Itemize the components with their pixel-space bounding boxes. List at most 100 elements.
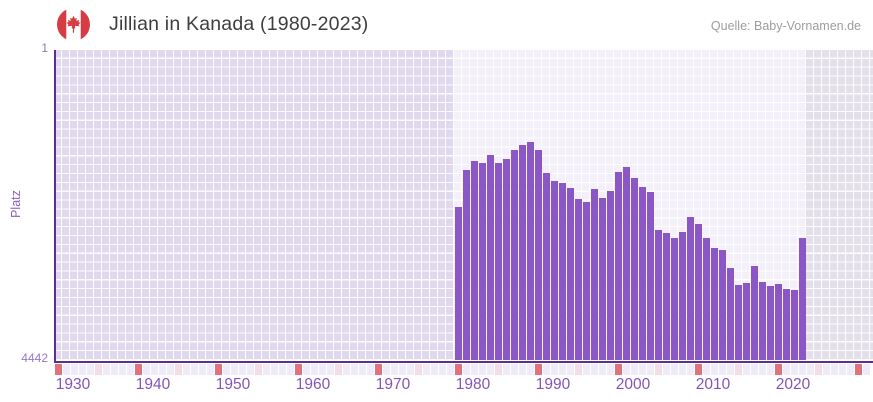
y-axis-top-label: 1 xyxy=(41,41,48,55)
year-tick-2011 xyxy=(702,364,710,375)
year-tick-1959 xyxy=(286,364,294,375)
year-tick-2014 xyxy=(726,364,734,375)
bar-1981[interactable] xyxy=(462,170,470,361)
year-tick-2018 xyxy=(758,364,766,375)
bar-2014[interactable] xyxy=(726,268,734,361)
decade-tick-2000 xyxy=(614,364,622,375)
decade-tick-1980 xyxy=(454,364,462,375)
year-tick-1994 xyxy=(566,364,574,375)
bar-2017[interactable] xyxy=(750,265,758,361)
bar-2008[interactable] xyxy=(678,232,686,361)
bar-2012[interactable] xyxy=(710,248,718,361)
bar-2015[interactable] xyxy=(734,285,742,361)
x-axis-label-2020: 2020 xyxy=(775,376,811,393)
decade-tick-1940 xyxy=(134,364,142,375)
year-tick-1943 xyxy=(158,364,166,375)
year-tick-1982 xyxy=(470,364,478,375)
bar-1991[interactable] xyxy=(542,173,550,361)
bar-1980[interactable] xyxy=(454,206,462,361)
bar-1987[interactable] xyxy=(510,150,518,361)
bar-2019[interactable] xyxy=(766,285,774,361)
bar-2006[interactable] xyxy=(662,233,670,361)
year-tick-1993 xyxy=(558,364,566,375)
bar-2013[interactable] xyxy=(718,249,726,361)
bar-1986[interactable] xyxy=(502,158,510,361)
x-axis-label-1960: 1960 xyxy=(295,376,331,393)
bar-1989[interactable] xyxy=(526,141,534,361)
year-tick-1967 xyxy=(350,364,358,375)
year-tick-1939 xyxy=(126,364,134,375)
year-tick-1988 xyxy=(518,364,526,375)
year-tick-2012 xyxy=(710,364,718,375)
bar-1985[interactable] xyxy=(494,162,502,361)
year-tick-1953 xyxy=(238,364,246,375)
bar-2023[interactable] xyxy=(798,238,806,361)
year-tick-2026 xyxy=(822,364,830,375)
year-tick-1956 xyxy=(262,364,270,375)
x-axis-label-1980: 1980 xyxy=(455,376,491,393)
year-tick-1962 xyxy=(310,364,318,375)
year-tick-2004 xyxy=(646,364,654,375)
year-tick-1987 xyxy=(510,364,518,375)
bar-2018[interactable] xyxy=(758,281,766,361)
bar-1990[interactable] xyxy=(534,150,542,361)
bar-2016[interactable] xyxy=(742,282,750,361)
decade-tick-1930 xyxy=(54,364,62,375)
bar-1994[interactable] xyxy=(566,188,574,361)
x-axis-label-1940: 1940 xyxy=(135,376,171,393)
bar-2002[interactable] xyxy=(630,178,638,361)
bar-2000[interactable] xyxy=(614,171,622,361)
bar-2022[interactable] xyxy=(790,289,798,361)
bar-2003[interactable] xyxy=(638,187,646,361)
bar-1995[interactable] xyxy=(574,199,582,361)
bar-1992[interactable] xyxy=(550,181,558,361)
year-tick-1945 xyxy=(174,364,182,375)
bar-2004[interactable] xyxy=(646,191,654,361)
decade-tick-1970 xyxy=(374,364,382,375)
year-tick-2021 xyxy=(782,364,790,375)
year-tick-1948 xyxy=(198,364,206,375)
bar-1982[interactable] xyxy=(470,160,478,361)
bar-1998[interactable] xyxy=(598,198,606,361)
year-tick-2019 xyxy=(766,364,774,375)
bar-1997[interactable] xyxy=(590,189,598,361)
source-credit: Quelle: Baby-Vornamen.de xyxy=(710,19,861,33)
bar-1993[interactable] xyxy=(558,183,566,361)
year-tick-1977 xyxy=(430,364,438,375)
bar-2005[interactable] xyxy=(654,230,662,361)
bar-2007[interactable] xyxy=(670,237,678,361)
year-tick-1947 xyxy=(190,364,198,375)
bar-1983[interactable] xyxy=(478,162,486,361)
year-tick-1986 xyxy=(502,364,510,375)
bar-2009[interactable] xyxy=(686,217,694,361)
bar-1996[interactable] xyxy=(582,201,590,361)
bar-1999[interactable] xyxy=(606,190,614,361)
bar-2020[interactable] xyxy=(774,283,782,361)
bar-1984[interactable] xyxy=(486,154,494,361)
bar-2001[interactable] xyxy=(622,167,630,361)
year-tick-1931 xyxy=(62,364,70,375)
bar-1988[interactable] xyxy=(518,144,526,361)
year-tick-1974 xyxy=(406,364,414,375)
bar-2011[interactable] xyxy=(702,237,710,361)
y-axis-bottom-label: 4442 xyxy=(21,351,48,365)
y-axis-title: Platz xyxy=(9,190,23,218)
page-title: Jillian in Kanada (1980-2023) xyxy=(109,13,369,35)
year-tick-1999 xyxy=(606,364,614,375)
year-tick-1957 xyxy=(270,364,278,375)
year-tick-1963 xyxy=(318,364,326,375)
x-axis-line xyxy=(54,360,873,363)
year-tick-1975 xyxy=(414,364,422,375)
year-tick-1936 xyxy=(102,364,110,375)
year-tick-1938 xyxy=(118,364,126,375)
year-tick-1935 xyxy=(94,364,102,375)
decade-tick-1960 xyxy=(294,364,302,375)
bar-2010[interactable] xyxy=(694,223,702,361)
year-tick-1998 xyxy=(598,364,606,375)
year-tick-1985 xyxy=(494,364,502,375)
year-tick-1969 xyxy=(366,364,374,375)
bar-2021[interactable] xyxy=(782,288,790,361)
year-tick-1991 xyxy=(542,364,550,375)
year-tick-1952 xyxy=(230,364,238,375)
year-tick-2002 xyxy=(630,364,638,375)
